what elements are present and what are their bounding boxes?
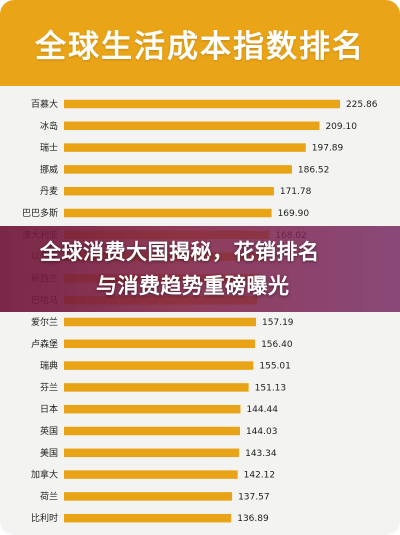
value-label: 155.01 — [259, 362, 291, 372]
headline-line-2: 与消费趋势重磅曝光 — [96, 274, 290, 298]
headline-line-1: 全球消费大国揭秘，花销排名 — [40, 240, 320, 264]
category-label: 日本 — [40, 403, 58, 415]
bar — [64, 121, 320, 131]
chart-title: 全球生活成本指数排名 — [35, 28, 365, 65]
value-label: 143.34 — [245, 449, 277, 459]
value-label: 157.19 — [262, 318, 294, 328]
value-label: 156.40 — [261, 340, 293, 350]
category-label: 瑞典 — [40, 360, 58, 372]
bar — [64, 470, 238, 479]
category-label: 芬兰 — [40, 381, 58, 393]
value-label: 209.10 — [325, 122, 357, 132]
category-label: 荷兰 — [40, 490, 58, 502]
value-label: 225.86 — [346, 100, 378, 110]
bar — [64, 143, 306, 152]
category-label: 挪威 — [40, 163, 58, 175]
bar — [64, 361, 254, 370]
bar — [64, 404, 241, 414]
bar — [64, 448, 240, 458]
value-label: 151.13 — [255, 383, 286, 393]
value-label: 144.44 — [246, 405, 278, 415]
bar — [64, 186, 274, 196]
value-label: 186.52 — [298, 165, 330, 175]
category-label: 比利时 — [31, 512, 58, 524]
value-label: 144.03 — [246, 427, 278, 437]
category-label: 美国 — [40, 447, 58, 459]
category-label: 爱尔兰 — [31, 316, 58, 328]
bar — [64, 426, 240, 436]
category-label: 英国 — [40, 425, 58, 437]
bar — [64, 317, 257, 327]
category-label: 百慕大 — [31, 98, 58, 110]
headline-overlay: 全球消费大国揭秘，花销排名 与消费趋势重磅曝光 — [0, 226, 400, 312]
category-label: 巴巴多斯 — [22, 207, 58, 219]
bar — [64, 208, 272, 218]
value-label: 171.78 — [280, 187, 312, 197]
value-label: 142.12 — [244, 471, 275, 481]
bar — [64, 492, 233, 501]
category-label: 卢森堡 — [31, 338, 58, 350]
value-label: 137.57 — [238, 492, 270, 502]
title-bar: 全球生活成本指数排名 — [0, 0, 400, 86]
bar — [64, 383, 249, 392]
bar — [64, 99, 340, 109]
bar — [64, 513, 232, 523]
bar — [64, 165, 292, 174]
category-label: 丹麦 — [40, 185, 58, 197]
value-label: 169.90 — [278, 209, 310, 219]
category-label: 瑞士 — [40, 142, 58, 154]
category-label: 冰岛 — [40, 120, 58, 132]
value-label: 136.89 — [237, 514, 269, 524]
category-label: 加拿大 — [31, 469, 58, 481]
value-label: 197.89 — [312, 144, 344, 154]
bar — [64, 339, 256, 349]
